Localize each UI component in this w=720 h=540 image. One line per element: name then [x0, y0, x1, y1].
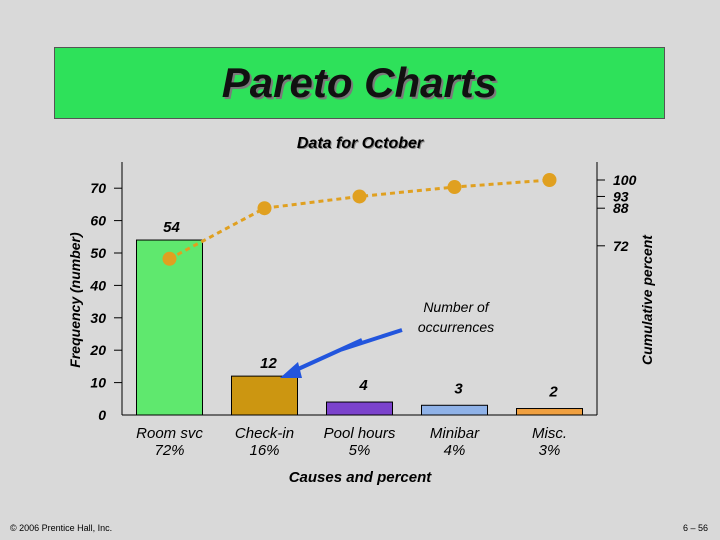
annotation-arrowhead [280, 362, 302, 378]
category-label: Room svc [136, 425, 203, 442]
cumulative-point [542, 173, 557, 187]
y2-tick-label: 100 [613, 172, 637, 188]
x-axis-title: Causes and percent [289, 469, 433, 486]
y-tick-label: 50 [90, 245, 106, 261]
cumulative-point [447, 180, 462, 195]
bar [516, 408, 583, 416]
y-tick-label: 70 [90, 180, 106, 196]
category-percent-label: 72% [154, 442, 184, 459]
annotation-arrow [295, 328, 403, 372]
category-percent-label: 3% [539, 442, 561, 459]
cumulative-point [257, 201, 272, 216]
bar-value-label: 3 [454, 380, 463, 397]
bar [136, 239, 203, 416]
cumulative-point [352, 189, 367, 204]
y2-axis-title: Cumulative percent [639, 234, 655, 365]
y2-tick-label: 72 [613, 238, 629, 254]
bar [421, 404, 488, 416]
y-tick-label: 30 [90, 310, 106, 326]
chart-subtitle: Data for October [296, 135, 424, 152]
bar [231, 375, 298, 416]
category-percent-label: 5% [349, 442, 371, 459]
category-label: Minibar [430, 425, 480, 442]
y-tick-label: 20 [89, 342, 106, 358]
cumulative-point [162, 251, 177, 266]
annotation-line-2: occurrences [418, 319, 494, 335]
bar-value-label: 2 [548, 384, 558, 401]
category-percent-label: 16% [249, 442, 279, 459]
bar-value-label: 54 [163, 219, 180, 236]
slide-title: Pareto Charts [221, 59, 498, 106]
page-number: 6 – 56 [682, 523, 708, 533]
bar [326, 401, 393, 416]
copyright-footer: © 2006 Prentice Hall, Inc. [10, 523, 113, 533]
bar-value-label: 12 [260, 355, 277, 372]
y2-tick-label: 93 [613, 188, 629, 204]
category-label: Check-in [235, 425, 294, 442]
annotation-line-1: Number of [423, 299, 490, 315]
title-banner [54, 47, 665, 119]
y-tick-label: 60 [90, 213, 106, 229]
y-tick-label: 10 [90, 375, 106, 391]
y-tick-label: 40 [89, 277, 106, 293]
y-axis-title: Frequency (number) [67, 232, 83, 368]
y2-tick-label: 88 [613, 200, 629, 216]
category-label: Pool hours [324, 425, 396, 442]
category-percent-label: 4% [444, 442, 466, 459]
y-tick-label: 0 [98, 407, 106, 423]
category-label: Misc. [532, 425, 567, 442]
bar-value-label: 4 [358, 377, 368, 394]
